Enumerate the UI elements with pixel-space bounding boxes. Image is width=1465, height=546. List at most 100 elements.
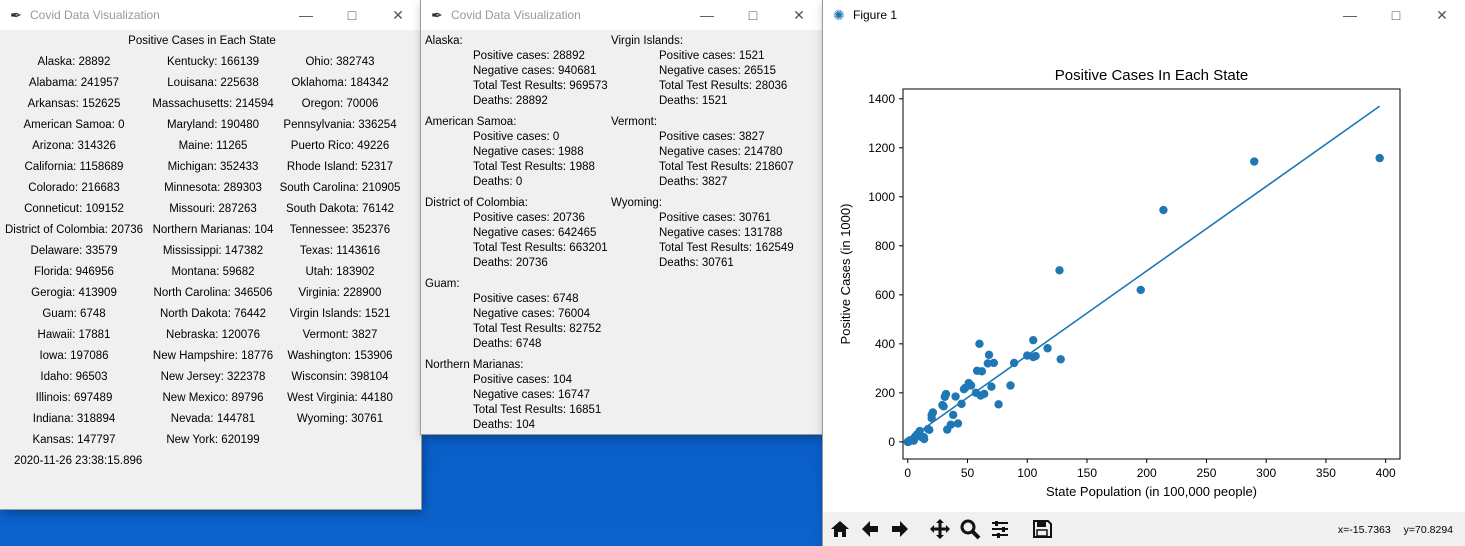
configure-subplots-icon[interactable] (987, 516, 1013, 542)
summary-window: ✒ Covid Data Visualization — □ ✕ Positiv… (0, 0, 421, 509)
state-positive-entry: Washington: 153906 (287, 350, 393, 362)
scatter-point (1055, 266, 1064, 275)
timestamp-label: 2020-11-26 23:38:15.896 (14, 455, 143, 467)
maximize-button[interactable]: □ (347, 7, 357, 23)
figure-titlebar[interactable]: ✺ Figure 1 — □ ✕ (823, 0, 1465, 30)
state-positive-entry: Tennessee: 352376 (289, 224, 391, 236)
summary-titlebar[interactable]: ✒ Covid Data Visualization — □ ✕ (0, 0, 421, 30)
state-positive-entry: New York: 620199 (166, 434, 260, 446)
minimize-button[interactable]: — (299, 7, 313, 23)
state-positive-entry: Wyoming: 30761 (296, 413, 384, 425)
y-tick-label: 400 (875, 337, 895, 351)
state-positive-entry: Pennsylvania: 336254 (283, 119, 397, 131)
region-stat-line: Negative cases: 642465 (473, 227, 597, 239)
region-stat-line: Negative cases: 940681 (473, 65, 597, 77)
state-positive-entry: Iowa: 197086 (39, 350, 109, 362)
state-positive-entry: Kansas: 147797 (32, 434, 116, 446)
state-positive-entry: South Dakota: 76142 (285, 203, 395, 215)
state-positive-entry: Massachusetts: 214594 (152, 98, 274, 110)
x-axis-label: State Population (in 100,000 people) (1046, 484, 1257, 499)
details-window: ✒ Covid Data Visualization — □ ✕ Alaska:… (421, 0, 822, 434)
scatter-point (939, 402, 948, 411)
state-positive-entry: Montana: 59682 (171, 266, 255, 278)
x-tick-label: 300 (1256, 466, 1276, 480)
state-positive-entry: Colorado: 216683 (28, 182, 120, 194)
state-positive-entry: New Jersey: 322378 (160, 371, 266, 383)
state-positive-entry: Delaware: 33579 (30, 245, 118, 257)
scatter-point (994, 400, 1003, 409)
region-stat-line: Negative cases: 16747 (473, 389, 590, 401)
feather-app-icon: ✒ (431, 7, 443, 23)
region-stat-line: Total Test Results: 16851 (473, 404, 602, 416)
scatter-point (951, 392, 960, 401)
home-icon[interactable] (827, 516, 853, 542)
cursor-coordinates: x=-15.7363 y=70.8294 (1328, 524, 1453, 536)
chart-title: Positive Cases In Each State (1055, 67, 1248, 84)
region-stat-line: Deaths: 3827 (659, 176, 728, 188)
state-positive-entry: Minnesota: 289303 (164, 182, 262, 194)
y-tick-label: 1200 (868, 141, 895, 155)
y-axis-label: Positive Cases (in 1000) (838, 204, 853, 345)
state-positive-entry: Florida: 946956 (34, 266, 114, 278)
back-arrow-icon[interactable] (857, 516, 883, 542)
state-positive-entry: Oregon: 70006 (301, 98, 379, 110)
scatter-point (925, 425, 934, 435)
region-stat-line: Negative cases: 1988 (473, 146, 584, 158)
region-stat-line: Deaths: 30761 (659, 257, 734, 269)
x-tick-label: 100 (1017, 466, 1037, 480)
minimize-button[interactable]: — (1343, 7, 1357, 23)
close-button[interactable]: ✕ (793, 7, 805, 23)
region-name: District of Colombia: (425, 197, 528, 209)
y-tick-label: 600 (875, 288, 895, 302)
state-positive-entry: Arizona: 314326 (32, 140, 116, 152)
state-positive-entry: Kentucky: 166139 (166, 56, 260, 68)
fit-line (907, 105, 1381, 441)
details-window-title: Covid Data Visualization (451, 8, 581, 22)
y-tick-label: 800 (875, 239, 895, 253)
state-positive-entry: Utah: 183902 (305, 266, 375, 278)
state-positive-entry: Hawaii: 17881 (37, 329, 111, 341)
state-positive-entry: District of Colombia: 20736 (4, 224, 144, 236)
region-stat-line: Deaths: 28892 (473, 95, 548, 107)
state-positive-entry: Vermont: 3827 (302, 329, 378, 341)
zoom-magnifier-icon[interactable] (957, 516, 983, 542)
region-stat-line: Negative cases: 214780 (659, 146, 783, 158)
state-positive-entry: Guam: 6748 (42, 308, 106, 320)
region-stat-line: Total Test Results: 663201 (473, 242, 608, 254)
x-tick-label: 150 (1077, 466, 1097, 480)
state-positive-entry: California: 1158689 (24, 161, 124, 173)
region-name: American Samoa: (425, 116, 517, 128)
close-button[interactable]: ✕ (1436, 7, 1448, 23)
scatter-point (989, 358, 998, 368)
scatter-point (1056, 355, 1065, 364)
figure-window: ✺ Figure 1 — □ ✕ Positive Cases In Each … (823, 0, 1465, 546)
save-disk-icon[interactable] (1029, 516, 1055, 542)
state-positive-entry: North Carolina: 346506 (153, 287, 273, 299)
state-positive-entry: Ohio: 382743 (305, 56, 375, 68)
state-positive-entry: New Hampshire: 18776 (152, 350, 274, 362)
forward-arrow-icon[interactable] (887, 516, 913, 542)
scatter-point (1250, 157, 1259, 166)
scatter-point (1159, 205, 1168, 215)
maximize-button[interactable]: □ (748, 7, 758, 23)
minimize-button[interactable]: — (700, 7, 714, 23)
state-positive-entry: New Mexico: 89796 (162, 392, 264, 404)
pan-move-icon[interactable] (927, 516, 953, 542)
region-name: Guam: (425, 278, 460, 290)
state-positive-entry: Texas: 1143616 (299, 245, 381, 257)
close-button[interactable]: ✕ (392, 7, 404, 23)
region-stat-line: Deaths: 104 (473, 419, 536, 431)
region-name: Virgin Islands: (611, 35, 684, 47)
x-tick-label: 350 (1316, 466, 1336, 480)
scatter-point (941, 389, 951, 399)
x-tick-label: 50 (961, 466, 975, 480)
state-positive-entry: American Samoa: 0 (23, 119, 125, 131)
region-stat-line: Negative cases: 131788 (659, 227, 783, 239)
state-positive-entry: Conneticut: 109152 (24, 203, 124, 215)
region-stat-line: Positive cases: 20736 (473, 212, 585, 224)
state-positive-entry: Arkansas: 152625 (27, 98, 121, 110)
state-positive-entry: Nevada: 144781 (170, 413, 256, 425)
details-titlebar[interactable]: ✒ Covid Data Visualization — □ ✕ (421, 0, 822, 30)
maximize-button[interactable]: □ (1391, 7, 1401, 23)
state-positive-entry: North Dakota: 76442 (159, 308, 267, 320)
